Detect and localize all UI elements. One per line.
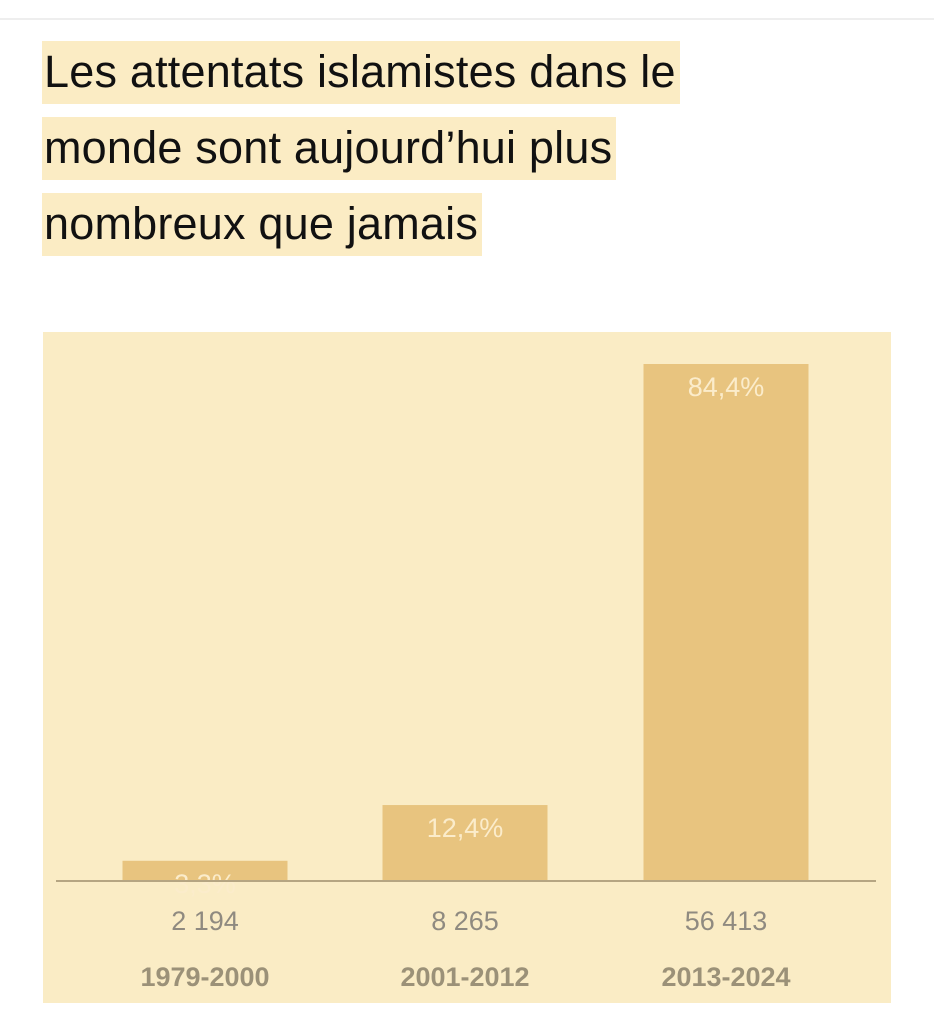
bar-value-label: 84,4% xyxy=(688,372,765,402)
attack-count-label: 8 265 xyxy=(431,906,499,936)
bar-2013-2024 xyxy=(643,364,809,881)
headline: Les attentats islamistes dans le monde s… xyxy=(42,34,802,262)
top-divider xyxy=(0,18,934,20)
bar-value-label: 3,3% xyxy=(174,869,236,899)
chart-panel: 3,3% 2 194 1979-2000 12,4% 8 265 2001-2012 84,… xyxy=(43,332,891,1003)
attack-count-label: 56 413 xyxy=(685,906,768,936)
bar-2001-2012 xyxy=(382,805,548,881)
category-label: 1979-2000 xyxy=(140,962,269,992)
attack-count-label: 2 194 xyxy=(171,906,239,936)
category-label: 2001-2012 xyxy=(400,962,529,992)
category-label: 2013-2024 xyxy=(661,962,790,992)
bar-chart: 3,3% 2 194 1979-2000 12,4% 8 265 2001-2012 84,… xyxy=(56,364,876,992)
headline-text: Les attentats islamistes dans le monde s… xyxy=(42,41,680,256)
bar-value-label: 12,4% xyxy=(427,813,504,843)
bar-1979-2000 xyxy=(122,860,288,881)
